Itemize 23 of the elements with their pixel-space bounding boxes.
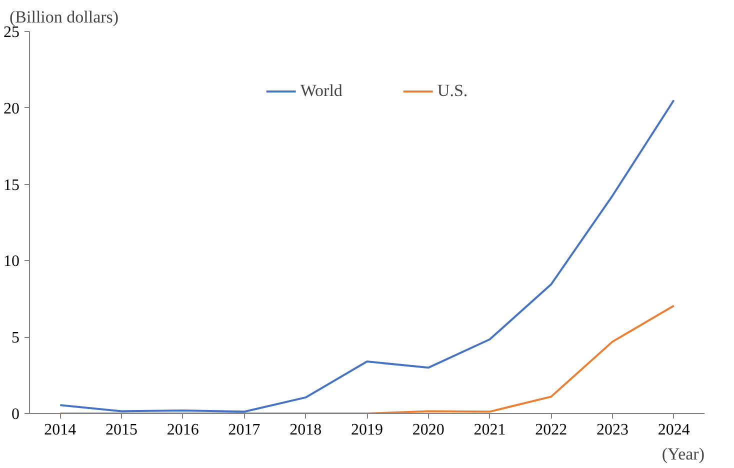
y-tick-label: 20 <box>4 100 20 118</box>
legend-label: World <box>300 81 342 101</box>
x-tick-label: 2022 <box>535 422 568 438</box>
legend-label: U.S. <box>437 81 468 101</box>
x-tick-label: 2019 <box>351 422 383 438</box>
line-series <box>59 99 675 413</box>
x-tick-label: 2016 <box>166 422 199 438</box>
y-tick-label: 0 <box>12 406 20 423</box>
x-axis-title: (Year) <box>662 444 705 464</box>
x-tick-label: 2014 <box>44 422 76 438</box>
x-tick-label: 2017 <box>228 422 260 438</box>
y-tick-label: 15 <box>4 176 20 194</box>
y-axis-title: (Billion dollars) <box>10 8 119 26</box>
x-tick-label: 2024 <box>658 422 690 438</box>
x-tick-label: 2023 <box>596 422 628 438</box>
y-tick-label: 5 <box>12 330 20 347</box>
x-tick-label: 2021 <box>474 422 506 438</box>
line-series <box>59 304 675 414</box>
x-tick-label: 2018 <box>290 422 322 438</box>
y-tick-label: 25 <box>4 24 20 41</box>
x-tick-label: 2020 <box>412 422 444 438</box>
x-tick-label: 2015 <box>106 422 138 438</box>
y-tick-label: 10 <box>4 253 20 270</box>
